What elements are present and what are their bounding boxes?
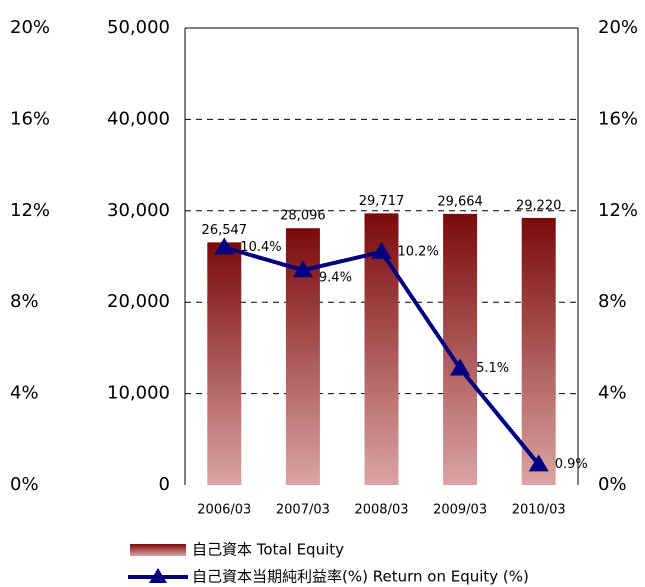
y2-tick-label: 20% <box>598 17 638 38</box>
y-tick-label: 20,000 <box>107 291 170 312</box>
x-tick-label: 2009/03 <box>433 503 487 518</box>
line-marker <box>528 454 549 472</box>
y-tick-label: 40,000 <box>107 108 170 129</box>
y2-tick-label: 16% <box>598 108 638 129</box>
line-marker <box>214 237 235 255</box>
bar <box>207 242 242 485</box>
legend-label: 自己資本当期純利益率(%) Return on Equity (%) <box>192 568 529 586</box>
y2-tick-label: 12% <box>598 200 638 221</box>
y-tick-label: 30,000 <box>107 200 170 221</box>
legend-label: 自己資本 Total Equity <box>192 541 344 559</box>
line-value-label: 10.4% <box>240 240 281 255</box>
y2-tick-label: 4% <box>598 383 627 404</box>
line-marker <box>371 241 392 259</box>
x-tick-label: 2008/03 <box>354 503 408 518</box>
y2-tick-label-left: 12% <box>10 200 50 221</box>
x-tick-label: 2010/03 <box>512 503 566 518</box>
bar-value-label: 28,096 <box>280 209 326 224</box>
y2-tick-label-left: 20% <box>10 17 50 38</box>
bar-value-label: 29,220 <box>516 198 562 213</box>
y2-tick-label: 8% <box>598 291 627 312</box>
legend-swatch <box>130 544 186 556</box>
y2-tick-label-left: 4% <box>10 383 39 404</box>
bar-value-label: 29,717 <box>359 194 405 209</box>
y2-tick-label-left: 16% <box>10 108 50 129</box>
y2-tick-label-left: 8% <box>10 291 39 312</box>
line-value-label: 10.2% <box>398 244 439 259</box>
y-tick-label: 50,000 <box>107 17 170 38</box>
x-tick-label: 2006/03 <box>197 503 251 518</box>
bar-value-label: 29,664 <box>437 194 483 209</box>
line-value-label: 9.4% <box>319 271 352 286</box>
y2-tick-label: 0% <box>598 474 627 495</box>
x-tick-label: 2007/03 <box>276 503 330 518</box>
legend-marker <box>149 568 167 583</box>
line-value-label: 5.1% <box>476 361 509 376</box>
y-tick-label: 0 <box>159 474 170 495</box>
y-tick-label: 10,000 <box>107 383 170 404</box>
bar <box>521 217 556 485</box>
y2-tick-label-left: 0% <box>10 474 39 495</box>
line-marker <box>450 358 471 376</box>
line-value-label: 0.9% <box>555 457 588 472</box>
bar-value-label: 26,547 <box>202 223 248 238</box>
line-marker <box>292 260 313 278</box>
